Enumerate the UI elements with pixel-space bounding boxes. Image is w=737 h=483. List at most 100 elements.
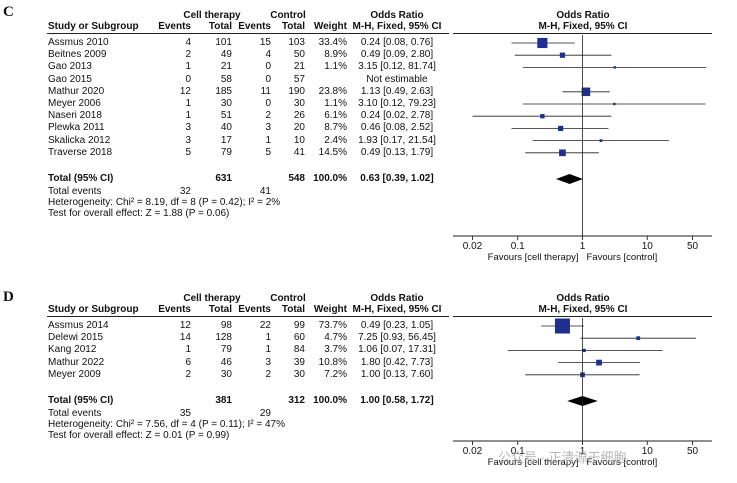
total2-cell: 30 [293, 368, 305, 380]
study-name: Meyer 2006 [48, 98, 101, 109]
events1-cell: 2 [185, 49, 191, 61]
events1-cell: 1 [185, 61, 191, 73]
study-name: Traverse 2018 [48, 146, 113, 158]
events2-cell: 3 [265, 356, 271, 368]
ci-cell: Not estimable [366, 73, 428, 85]
study-marker [558, 125, 564, 131]
total1-cell: 128 [215, 332, 232, 344]
total2-cell: 190 [288, 85, 305, 97]
total2-header: Total [281, 304, 305, 315]
study-name: Skalicka 2012 [48, 134, 111, 146]
total2-cell: 39 [293, 356, 305, 368]
ci-cell: 1.93 [0.17, 21.54] [358, 134, 436, 146]
study-marker [581, 87, 591, 97]
x-tick-label: 50 [686, 446, 699, 457]
total1-header: Total [208, 21, 232, 32]
weight-cell: 1.1% [324, 61, 347, 73]
events2-cell: 0 [265, 61, 271, 73]
study-name: Assmus 2014 [48, 320, 109, 331]
group1-label: Cell therapy [183, 10, 241, 21]
total-events1: 32 [179, 186, 191, 197]
total2-cell: 57 [293, 73, 305, 85]
study-name: Delewi 2015 [48, 332, 104, 344]
events2-cell: 3 [265, 122, 271, 134]
favours-left-label: Favours [cell therapy] [487, 457, 579, 468]
weight-cell: 7.2% [324, 368, 347, 380]
group1-label: Cell therapy [183, 293, 241, 304]
events2-cell: 1 [265, 332, 271, 344]
weight-cell: 73.7% [318, 320, 347, 331]
events2-cell: 1 [265, 134, 271, 146]
total2-cell: 20 [293, 122, 305, 134]
total2-cell: 50 [293, 49, 305, 61]
events1-header: Events [158, 304, 191, 315]
total2-sum: 312 [288, 395, 305, 406]
total-events2: 29 [259, 408, 271, 419]
weight-cell: 3.7% [324, 344, 347, 356]
favours-left-label: Favours [cell therapy] [487, 252, 579, 263]
total2-cell: 26 [293, 110, 305, 122]
total1-sum: 381 [215, 395, 232, 406]
favours-right-label: Favours [control] [586, 457, 658, 468]
panel-label: C [3, 4, 14, 20]
total1-cell: 98 [220, 320, 232, 331]
events1-cell: 4 [185, 37, 191, 48]
weight-cell: 1.1% [324, 98, 347, 109]
total-label: Total (95% CI) [48, 173, 114, 184]
events1-cell: 1 [185, 344, 191, 356]
x-tick-label: 0.1 [510, 446, 525, 457]
total1-cell: 46 [220, 356, 232, 368]
events1-cell: 6 [185, 356, 191, 368]
total2-cell: 99 [293, 320, 305, 331]
study-col-header: Study or Subgroup [48, 21, 139, 32]
plot-header: Odds Ratio [556, 293, 610, 304]
total1-cell: 101 [215, 37, 232, 48]
total1-cell: 79 [220, 146, 232, 158]
events2-cell: 2 [265, 110, 271, 122]
total-events-label: Total events [48, 408, 102, 419]
total2-cell: 103 [288, 37, 305, 48]
watermark: 公众号 · 正清源干细胞 [498, 450, 627, 465]
study-name: Assmus 2010 [48, 37, 109, 48]
total1-cell: 58 [220, 73, 232, 85]
total1-cell: 51 [220, 110, 232, 122]
study-name: Meyer 2009 [48, 368, 101, 380]
weight-header: Weight [313, 304, 347, 315]
total1-header: Total [208, 304, 232, 315]
ci-cell: 0.46 [0.08, 2.52] [360, 122, 434, 134]
events2-cell: 4 [265, 49, 271, 61]
total-ci: 0.63 [0.39, 1.02] [360, 173, 434, 184]
total1-cell: 21 [220, 61, 232, 73]
weight-cell: 2.4% [324, 134, 347, 146]
total1-cell: 30 [220, 98, 232, 109]
x-tick-label: 1 [579, 446, 586, 457]
group2-label: Control [270, 293, 306, 304]
events1-cell: 1 [185, 110, 191, 122]
events1-cell: 2 [185, 368, 191, 380]
total-weight: 100.0% [313, 395, 347, 406]
total2-cell: 21 [293, 61, 305, 73]
study-name: Mathur 2020 [48, 85, 105, 97]
study-name: Beitnes 2009 [48, 49, 107, 61]
total2-cell: 84 [293, 344, 305, 356]
events2-cell: 5 [265, 146, 271, 158]
events1-cell: 12 [179, 320, 191, 331]
ci-cell: 1.00 [0.13, 7.60] [360, 368, 434, 380]
total-events2: 41 [259, 186, 271, 197]
x-tick-label: 10 [641, 446, 653, 457]
total-events1: 35 [179, 408, 191, 419]
header-rule-right [453, 33, 712, 34]
x-tick-label: 0.1 [510, 241, 525, 252]
study-marker [559, 149, 566, 157]
heterogeneity-text: Heterogeneity: Chi² = 7.56, df = 4 (P = … [48, 419, 285, 430]
events1-cell: 14 [179, 332, 191, 344]
study-marker [554, 318, 570, 334]
total1-cell: 30 [220, 368, 232, 380]
events2-cell: 1 [265, 344, 271, 356]
header-rule-right [453, 316, 712, 317]
favours-right-label: Favours [control] [586, 252, 658, 263]
ci-cell: 1.80 [0.42, 7.73] [360, 356, 434, 368]
ci-cell: 0.49 [0.23, 1.05] [360, 320, 434, 331]
overall-effect-text: Test for overall effect: Z = 1.88 (P = 0… [48, 208, 230, 219]
x-tick-label: 10 [641, 241, 653, 252]
